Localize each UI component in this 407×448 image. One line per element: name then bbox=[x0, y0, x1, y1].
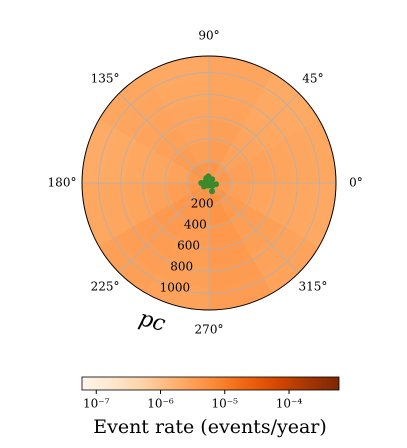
grid-spoke bbox=[118, 92, 210, 184]
theta-tick-label: 225° bbox=[91, 279, 120, 293]
theta-tick-label: 135° bbox=[91, 72, 120, 86]
star-point bbox=[203, 175, 210, 182]
colorbar-tick-label: 10⁻⁴ bbox=[276, 397, 303, 411]
points bbox=[198, 173, 220, 195]
star-point bbox=[213, 181, 220, 188]
theta-tick-label: 315° bbox=[298, 279, 327, 293]
theta-tick-label: 90° bbox=[198, 29, 219, 43]
theta-tick-label: 45° bbox=[302, 72, 323, 86]
colorbar-tick-label: 10⁻⁷ bbox=[83, 397, 110, 411]
labels: 0° 45° 90° 135° 180° 225° 270° 315° 200 400 600 800… bbox=[48, 29, 363, 338]
theta-tick-label: 270° bbox=[195, 323, 224, 337]
grid-spoke bbox=[208, 92, 300, 184]
colorbar-tick-label: 10⁻⁶ bbox=[147, 397, 174, 411]
r-axis-label: pc bbox=[136, 306, 168, 337]
r-tick-label: 200 bbox=[191, 197, 214, 211]
theta-tick-label: 0° bbox=[349, 176, 363, 190]
colorbar-tick-label: 10⁻⁵ bbox=[212, 397, 239, 411]
polar-frame bbox=[81, 55, 337, 311]
r-tick-label: 1000 bbox=[160, 281, 191, 295]
r-tick-label: 800 bbox=[170, 260, 193, 274]
colorbar-label: Event rate (events/year) bbox=[93, 416, 327, 438]
star-point bbox=[202, 181, 209, 188]
grid-spoke bbox=[208, 182, 300, 274]
grid bbox=[81, 55, 337, 311]
r-tick-label: 600 bbox=[177, 239, 200, 253]
star-point bbox=[209, 188, 216, 195]
grid-spoke bbox=[118, 182, 210, 274]
r-tick-label: 400 bbox=[184, 218, 207, 232]
theta-tick-label: 180° bbox=[48, 176, 77, 190]
colorbar bbox=[81, 376, 340, 391]
